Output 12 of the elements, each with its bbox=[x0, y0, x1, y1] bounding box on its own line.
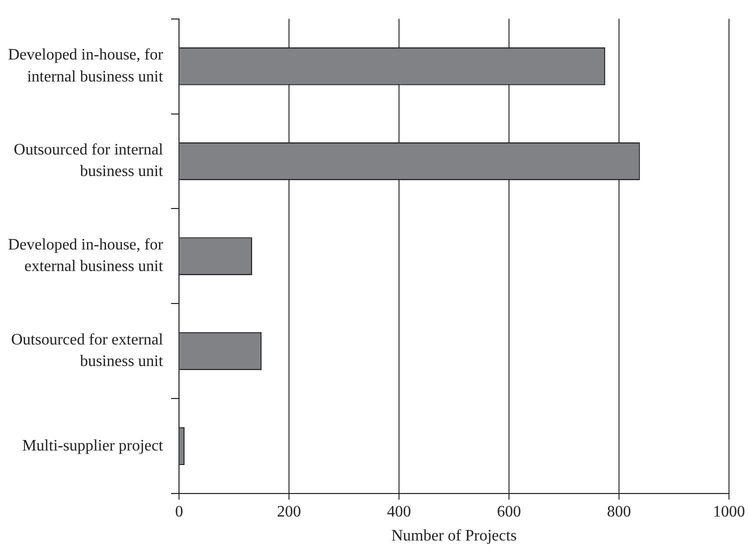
y-tick-label: Multi-supplier project bbox=[22, 437, 164, 454]
y-tick-label: Outsourced for external business unit bbox=[11, 332, 164, 370]
y-tick-label: Outsourced for internal business unit bbox=[14, 142, 164, 180]
x-tick-label: 800 bbox=[607, 503, 632, 520]
x-axis-title: Number of Projects bbox=[391, 528, 517, 545]
y-tick-label: Developed in-house, for internal business unit bbox=[8, 46, 164, 86]
x-tick-label: 600 bbox=[497, 503, 522, 520]
x-tick-label: 1000 bbox=[713, 503, 745, 520]
x-tick-label: 0 bbox=[175, 503, 184, 520]
x-tick-label: 400 bbox=[387, 503, 412, 520]
y-tick-label: Developed in-house, for external business unit bbox=[8, 236, 164, 276]
x-tick-label: 200 bbox=[277, 503, 302, 520]
